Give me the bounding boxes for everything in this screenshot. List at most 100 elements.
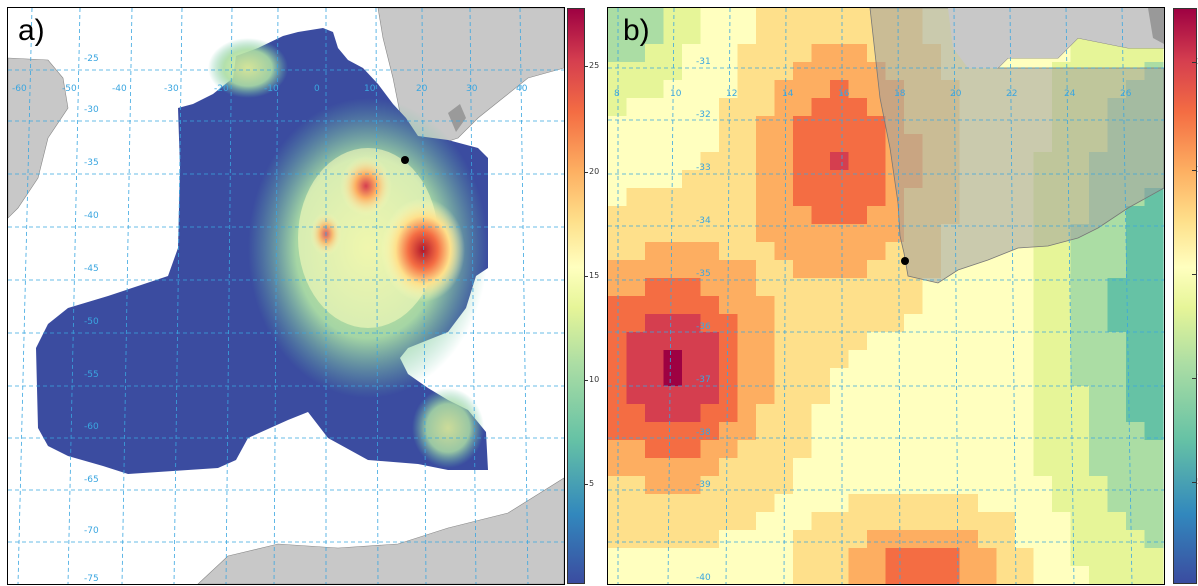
grid-cell xyxy=(719,440,739,459)
panel-b: 8 10 12 14 16 18 20 22 24 26 -31 -32 -33… xyxy=(600,0,1198,586)
grid-cell xyxy=(1126,422,1146,441)
grid-cell xyxy=(848,422,868,441)
grid-cell xyxy=(867,368,887,387)
grid-cell xyxy=(1015,458,1035,477)
grid-cell xyxy=(608,368,628,387)
grid-cell xyxy=(830,422,850,441)
grid-cell xyxy=(774,458,794,477)
station-dot xyxy=(401,156,409,164)
grid-cell xyxy=(793,368,813,387)
grid-cell xyxy=(922,476,942,495)
grid-cell xyxy=(756,80,776,99)
grid-cell xyxy=(1107,458,1127,477)
grid-cell xyxy=(867,422,887,441)
grid-cell xyxy=(1107,422,1127,441)
grid-cell xyxy=(959,314,979,333)
grid-cell xyxy=(756,458,776,477)
grid-cell xyxy=(885,440,905,459)
grid-cell xyxy=(1015,350,1035,369)
grid-cell xyxy=(830,44,850,63)
grid-cell xyxy=(793,566,813,584)
grid-cell xyxy=(682,224,702,243)
grid-cell xyxy=(682,98,702,117)
grid-cell xyxy=(756,440,776,459)
grid-cell xyxy=(885,458,905,477)
grid-cell xyxy=(756,530,776,549)
grid-cell xyxy=(700,368,720,387)
grid-cell xyxy=(626,242,646,261)
grid-cell xyxy=(682,242,702,261)
grid-cell xyxy=(719,44,739,63)
grid-cell xyxy=(904,296,924,315)
grid-cell xyxy=(645,530,665,549)
grid-cell xyxy=(848,566,868,584)
grid-cell xyxy=(830,170,850,189)
grid-cell xyxy=(682,80,702,99)
grid-cell xyxy=(774,422,794,441)
grid-cell xyxy=(1107,350,1127,369)
grid-cell xyxy=(978,458,998,477)
grid-cell xyxy=(1144,386,1164,405)
grid-cell xyxy=(1070,44,1090,63)
grid-cell xyxy=(830,278,850,297)
grid-cell xyxy=(811,350,831,369)
grid-cell xyxy=(1070,422,1090,441)
grid-cell xyxy=(719,8,739,27)
grid-cell xyxy=(756,224,776,243)
grid-cell xyxy=(645,98,665,117)
grid-cell xyxy=(774,440,794,459)
grid-cell xyxy=(663,422,683,441)
grid-cell xyxy=(682,314,702,333)
grid-cell xyxy=(737,44,757,63)
grid-cell xyxy=(626,8,646,27)
grid-cell xyxy=(626,62,646,81)
grid-cell xyxy=(848,386,868,405)
grid-cell xyxy=(830,566,850,584)
grid-cell xyxy=(830,314,850,333)
grid-cell xyxy=(737,26,757,45)
grid-cell xyxy=(1126,404,1146,423)
grid-cell xyxy=(719,296,739,315)
grid-cell xyxy=(1126,314,1146,333)
grid-cell xyxy=(793,98,813,117)
grid-cell xyxy=(1070,566,1090,584)
grid-cell xyxy=(719,152,739,171)
grid-cell xyxy=(904,368,924,387)
grid-cell xyxy=(682,386,702,405)
grid-cell xyxy=(978,332,998,351)
grid-cell xyxy=(867,278,887,297)
grid-cell xyxy=(904,440,924,459)
grid-cell xyxy=(811,26,831,45)
grid-cell xyxy=(608,80,628,99)
grid-cell xyxy=(811,314,831,333)
grid-cell xyxy=(959,350,979,369)
grid-cell xyxy=(682,494,702,513)
grid-cell xyxy=(1033,404,1053,423)
grid-cell xyxy=(626,386,646,405)
grid-cell xyxy=(1015,566,1035,584)
grid-cell xyxy=(1107,566,1127,584)
grid-cell xyxy=(1033,278,1053,297)
grid-cell xyxy=(867,404,887,423)
grid-cell xyxy=(774,386,794,405)
grid-cell xyxy=(1089,476,1109,495)
grid-cell xyxy=(922,494,942,513)
grid-cell xyxy=(663,242,683,261)
grid-cell xyxy=(756,314,776,333)
grid-cell xyxy=(1015,368,1035,387)
grid-cell xyxy=(867,224,887,243)
grid-cell xyxy=(1107,296,1127,315)
grid-cell xyxy=(1070,368,1090,387)
grid-cell xyxy=(737,62,757,81)
grid-cell xyxy=(978,260,998,279)
grid-cell xyxy=(959,494,979,513)
grid-cell xyxy=(848,278,868,297)
grid-cell xyxy=(848,44,868,63)
grid-cell xyxy=(848,152,868,171)
grid-cell xyxy=(737,116,757,135)
grid-cell xyxy=(793,422,813,441)
grid-cell xyxy=(1107,278,1127,297)
grid-cell xyxy=(608,440,628,459)
grid-cell xyxy=(682,62,702,81)
grid-cell xyxy=(1052,530,1072,549)
